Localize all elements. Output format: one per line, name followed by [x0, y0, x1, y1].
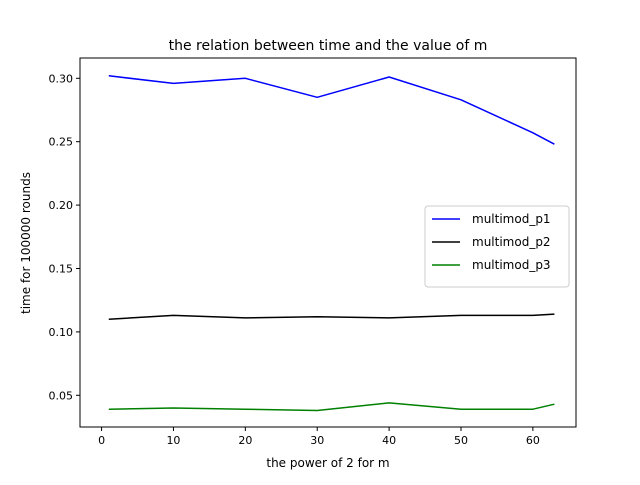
y-axis-label: time for 100000 rounds — [19, 172, 33, 314]
legend: multimod_p1 multimod_p2 multimod_p3 — [425, 206, 569, 287]
y-tick-label: 0.05 — [49, 389, 74, 402]
x-axis-label: the power of 2 for m — [266, 456, 389, 470]
legend-label: multimod_p1 — [472, 212, 551, 226]
x-tick-label: 10 — [166, 434, 180, 447]
y-tick-label: 0.20 — [49, 199, 74, 212]
legend-label: multimod_p2 — [472, 235, 551, 249]
x-tick-label: 50 — [454, 434, 468, 447]
x-tick-label: 0 — [98, 434, 105, 447]
x-tick-label: 30 — [310, 434, 324, 447]
y-tick-label: 0.10 — [49, 326, 74, 339]
x-tick-label: 60 — [526, 434, 540, 447]
x-tick-label: 40 — [382, 434, 396, 447]
y-tick-label: 0.30 — [49, 72, 74, 85]
legend-label: multimod_p3 — [472, 258, 551, 272]
x-tick-label: 20 — [238, 434, 252, 447]
y-tick-label: 0.15 — [49, 262, 74, 275]
y-tick-label: 0.25 — [49, 136, 74, 149]
chart-title: the relation between time and the value … — [169, 38, 488, 54]
